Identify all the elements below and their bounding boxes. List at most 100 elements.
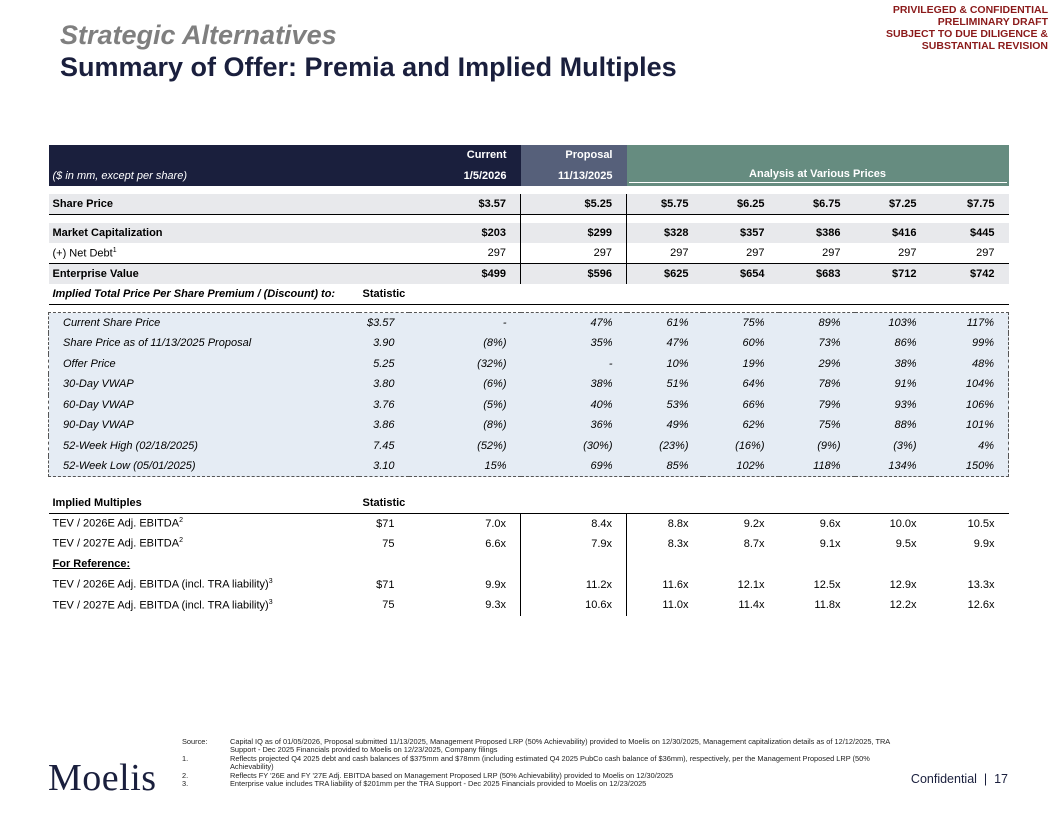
premium-row-value: 118% — [778, 456, 855, 477]
premium-row: 30-Day VWAP 3.80 (6%) 38% 51% 64% 78% 91% 104% — [48, 374, 1010, 395]
premium-row-label: Offer Price — [48, 353, 359, 374]
multiple-row: TEV / 2027E Adj. EBITDA (incl. TRA liabi… — [49, 595, 1009, 616]
premium-row-value: (6%) — [408, 374, 521, 395]
premium-row-label: 30-Day VWAP — [48, 374, 359, 395]
premium-row-label: 52-Week Low (05/01/2025) — [48, 456, 359, 477]
premium-row-value: 88% — [854, 415, 931, 436]
premium-row-value: 75% — [778, 415, 855, 436]
multiple-row-value: 11.8x — [814, 599, 841, 612]
multiple-row-value: 8.4x — [520, 513, 627, 534]
premium-row-value: 47% — [626, 333, 703, 354]
confidential-footer: Confidential — [910, 772, 977, 786]
premium-row: 90-Day VWAP 3.86 (8%) 36% 49% 62% 75% 88% 101% — [48, 415, 1010, 436]
premium-row-value: (23%) — [626, 435, 703, 456]
moelis-logo: Moelis — [48, 757, 157, 799]
multiple-row-value: 10.6x — [520, 595, 627, 616]
premium-row-value: 53% — [626, 394, 703, 415]
premium-row-value: 104% — [930, 374, 1010, 395]
proposal-date: 11/13/2025 — [520, 165, 627, 186]
premium-row-value: 134% — [854, 456, 931, 477]
multiple-row-value: 11.4x — [738, 599, 765, 612]
confidential-banner: PRIVILEGED & CONFIDENTIAL PRELIMINARY DR… — [808, 4, 1048, 52]
current-header: Current — [408, 145, 521, 166]
multiples-rows: TEV / 2026E Adj. EBITDA2 $71 7.0x 8.4x 8.8x 9… — [49, 513, 1009, 554]
premium-row-value: (32%) — [408, 353, 521, 374]
multiple-row-value: 9.1x — [819, 537, 841, 550]
premium-row-value: 4% — [930, 435, 1010, 456]
premium-row-value: (8%) — [408, 415, 521, 436]
premium-row-value: 99% — [930, 333, 1010, 354]
premium-row-statistic: 5.25 — [358, 353, 409, 374]
analysis-header: Analysis at Various Prices — [628, 168, 1007, 184]
footnote: Source: Capital IQ as of 01/05/2026, Prop… — [182, 737, 912, 755]
premium-row-label: 60-Day VWAP — [48, 394, 359, 415]
current-date: 1/5/2026 — [408, 165, 521, 186]
multiple-row-value: 11.2x — [520, 574, 627, 595]
premium-row-value: 47% — [520, 312, 627, 333]
multiple-row-value: 9.9x — [485, 578, 506, 591]
multiple-row-value: 9.5x — [895, 537, 917, 550]
premium-row-statistic: 3.76 — [358, 394, 409, 415]
premium-row-value: 86% — [854, 333, 931, 354]
premium-row-statistic: $3.57 — [358, 312, 409, 333]
footnote-key: 3. — [182, 779, 189, 789]
premium-row-value: 69% — [520, 456, 627, 477]
premium-row-value: 60% — [702, 333, 779, 354]
premium-row-value: 15% — [408, 456, 521, 477]
footnote-text: Reflects FY '26E and FY '27E Adj. EBITDA… — [230, 770, 674, 780]
multiple-row-statistic: 75 — [382, 537, 395, 550]
premium-row-value: 10% — [626, 353, 703, 374]
premium-row-value: 75% — [702, 312, 779, 333]
premium-row: Offer Price 5.25 (32%) -10% 19% 29% 38% 48% — [48, 353, 1010, 374]
multiple-row: TEV / 2027E Adj. EBITDA2 75 6.6x 7.9x 8.3x 8.… — [49, 533, 1009, 554]
premium-row-value: 150% — [930, 456, 1010, 477]
premium-row-value: (16%) — [702, 435, 779, 456]
premium-row-value: (5%) — [408, 394, 521, 415]
multiple-row-value: 7.0x — [485, 517, 506, 530]
premium-rows: Current Share Price $3.57-47% 61% 75% 89% 103… — [48, 312, 1010, 477]
premium-row-value: 78% — [778, 374, 855, 395]
premium-row-value: 48% — [930, 353, 1010, 374]
multiple-row-value: 10.0x — [889, 517, 917, 530]
offer-summary-table: Current Proposal ($ in mm, except per sh… — [48, 145, 1010, 616]
reference-label: For Reference: — [52, 558, 131, 571]
premium-row-value: (3%) — [854, 435, 931, 456]
multiple-row-value: 11.0x — [626, 595, 703, 616]
premium-row-value: (9%) — [778, 435, 855, 456]
premium-row-value: 93% — [854, 394, 931, 415]
footnote: 2. Reflects FY '26E and FY '27E Adj. EBIT… — [182, 770, 912, 780]
premium-row-statistic: 3.80 — [358, 374, 409, 395]
multiple-row-value: 6.6x — [485, 537, 506, 550]
footnote-text: Enterprise value includes TRA liability … — [230, 779, 647, 789]
premium-row-value: - — [408, 312, 521, 333]
premium-row-value: (8%) — [408, 333, 521, 354]
premium-row-statistic: 3.90 — [358, 333, 409, 354]
multiple-row-value: 8.7x — [743, 537, 765, 550]
multiple-row-value: 7.9x — [520, 533, 627, 554]
multiples-section-header: Implied Multiples Statistic — [48, 492, 1009, 514]
header-row-2: ($ in mm, except per share) 1/5/2026 11/… — [48, 165, 1009, 186]
premium-row-value: (52%) — [408, 435, 521, 456]
premium-row-value: 29% — [778, 353, 855, 374]
reference-rows: TEV / 2026E Adj. EBITDA (incl. TRA liabi… — [49, 574, 1009, 616]
premium-row-value: 102% — [702, 456, 779, 477]
footnote-text: Reflects projected Q4 2025 debt and cash… — [230, 753, 870, 772]
premium-row-value: 51% — [626, 374, 703, 395]
header-row-1: Current Proposal — [48, 145, 1009, 166]
multiple-row-value: 8.3x — [626, 533, 703, 554]
share-price-row: Share Price $3.57 $5.25 $5.75 $6.25 $6.7… — [48, 194, 1009, 215]
multiple-row-value: 12.2x — [889, 599, 917, 612]
footnote: 1. Reflects projected Q4 2025 debt and ca… — [182, 753, 912, 772]
confidential-line: SUBSTANTIAL REVISION — [921, 40, 1048, 52]
premium-row-statistic: 3.86 — [358, 415, 409, 436]
footnote-text: Capital IQ as of 01/05/2026, Proposal su… — [230, 737, 890, 755]
premium-row-statistic: 3.10 — [358, 456, 409, 477]
page-footer: Confidential | 17 — [911, 772, 1008, 786]
footnote-key: 2. — [182, 770, 189, 780]
footnotes: Source: Capital IQ as of 01/05/2026, Prop… — [182, 737, 912, 789]
multiple-row-label: TEV / 2026E Adj. EBITDA2 — [52, 517, 183, 530]
premium-row-value: 89% — [778, 312, 855, 333]
page-number: 17 — [994, 772, 1008, 786]
premium-row-value: 103% — [854, 312, 931, 333]
multiple-row-value: 9.9x — [973, 537, 995, 550]
